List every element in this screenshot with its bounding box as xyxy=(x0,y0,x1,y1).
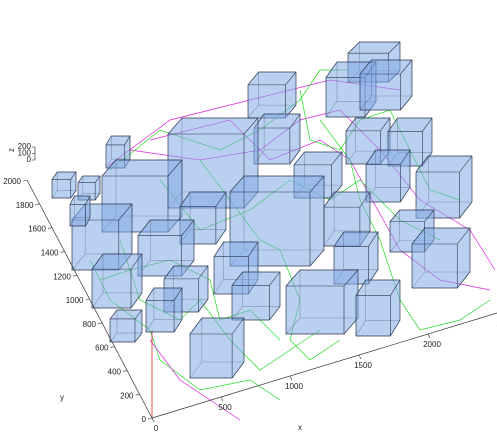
box xyxy=(231,271,281,321)
box xyxy=(411,227,471,289)
box-edge xyxy=(247,104,296,119)
box-body xyxy=(253,113,301,165)
box-edge xyxy=(91,292,142,309)
box xyxy=(189,317,245,379)
x-tick-label: 0 xyxy=(154,424,159,433)
y-tick-label: 1800 xyxy=(16,201,34,210)
y-tick-label: 1600 xyxy=(28,225,46,234)
box xyxy=(253,113,301,165)
box-body xyxy=(411,227,471,289)
box-body xyxy=(69,195,91,227)
x-tick-label: 500 xyxy=(218,403,232,412)
box-edge xyxy=(145,319,182,333)
z-tick-label: 0 xyxy=(27,155,32,164)
box-edge xyxy=(109,332,142,343)
box xyxy=(285,269,359,335)
z-tick-label: 200 xyxy=(18,142,32,151)
y-tick-label: 600 xyxy=(95,344,109,353)
y-tick xyxy=(85,298,90,301)
y-tick xyxy=(47,227,53,229)
box xyxy=(359,59,413,111)
y-tick xyxy=(35,203,40,206)
box-body xyxy=(109,309,143,343)
y-tick xyxy=(110,346,115,348)
y-tick-label: 1200 xyxy=(53,272,71,281)
y-tick xyxy=(147,417,153,420)
boxes xyxy=(51,41,473,379)
y-tick-label: 200 xyxy=(120,391,134,400)
y-tick-label: 0 xyxy=(142,415,147,424)
box-edge xyxy=(323,230,370,247)
box xyxy=(355,279,401,337)
box xyxy=(51,171,77,199)
x-tick xyxy=(427,333,431,339)
box xyxy=(91,253,143,309)
box xyxy=(77,175,101,201)
y-tick-label: 1400 xyxy=(41,249,59,258)
box xyxy=(145,287,183,333)
box-body xyxy=(51,171,77,199)
box xyxy=(109,309,143,343)
box-body xyxy=(91,253,143,309)
y-tick-label: 400 xyxy=(108,368,122,377)
y-tick xyxy=(22,179,28,182)
box-edge xyxy=(231,306,280,321)
box-body xyxy=(285,269,359,335)
z-tick-label: 100 xyxy=(18,149,32,158)
box xyxy=(365,149,411,203)
box xyxy=(415,155,473,219)
x-tick-label: 1000 xyxy=(285,382,303,391)
box-edge xyxy=(359,95,412,111)
y-tick xyxy=(135,393,140,396)
box-edge xyxy=(355,320,400,337)
y-tick-label: 2000 xyxy=(3,177,21,186)
box-body xyxy=(355,279,401,337)
box-edge xyxy=(411,271,470,289)
box xyxy=(137,219,195,277)
box-body xyxy=(365,149,411,203)
x-axis-label: x xyxy=(298,423,302,432)
box-edge xyxy=(189,361,244,379)
box-edge xyxy=(285,317,358,335)
box xyxy=(247,71,297,119)
box-body xyxy=(359,59,413,111)
y-tick xyxy=(60,251,65,253)
box-body xyxy=(247,71,297,119)
x-tick-label: 2000 xyxy=(423,340,441,349)
box-body xyxy=(415,155,473,219)
y-tick xyxy=(122,370,128,372)
x-tick xyxy=(220,396,224,402)
box-edge xyxy=(69,217,90,227)
box-body xyxy=(145,287,183,333)
x-tick xyxy=(289,375,293,381)
x-axis xyxy=(151,312,497,419)
x-tick xyxy=(151,417,155,423)
z-axis-label: z xyxy=(7,148,16,152)
route xyxy=(149,339,241,421)
y-tick-label: 1000 xyxy=(66,296,84,305)
x-tick-label: 1500 xyxy=(354,361,372,370)
box-body xyxy=(231,271,281,321)
x-tick xyxy=(358,354,362,360)
box-edge xyxy=(51,190,76,199)
box-body xyxy=(189,317,245,379)
axes: 0500100015002000250200400600800100012001… xyxy=(3,142,497,433)
y-tick xyxy=(97,322,103,325)
route xyxy=(319,119,491,331)
box xyxy=(69,195,91,227)
y-axis-label: y xyxy=(60,393,64,402)
y-tick-label: 800 xyxy=(83,320,97,329)
y-tick xyxy=(72,274,78,277)
box-edge xyxy=(105,158,130,169)
